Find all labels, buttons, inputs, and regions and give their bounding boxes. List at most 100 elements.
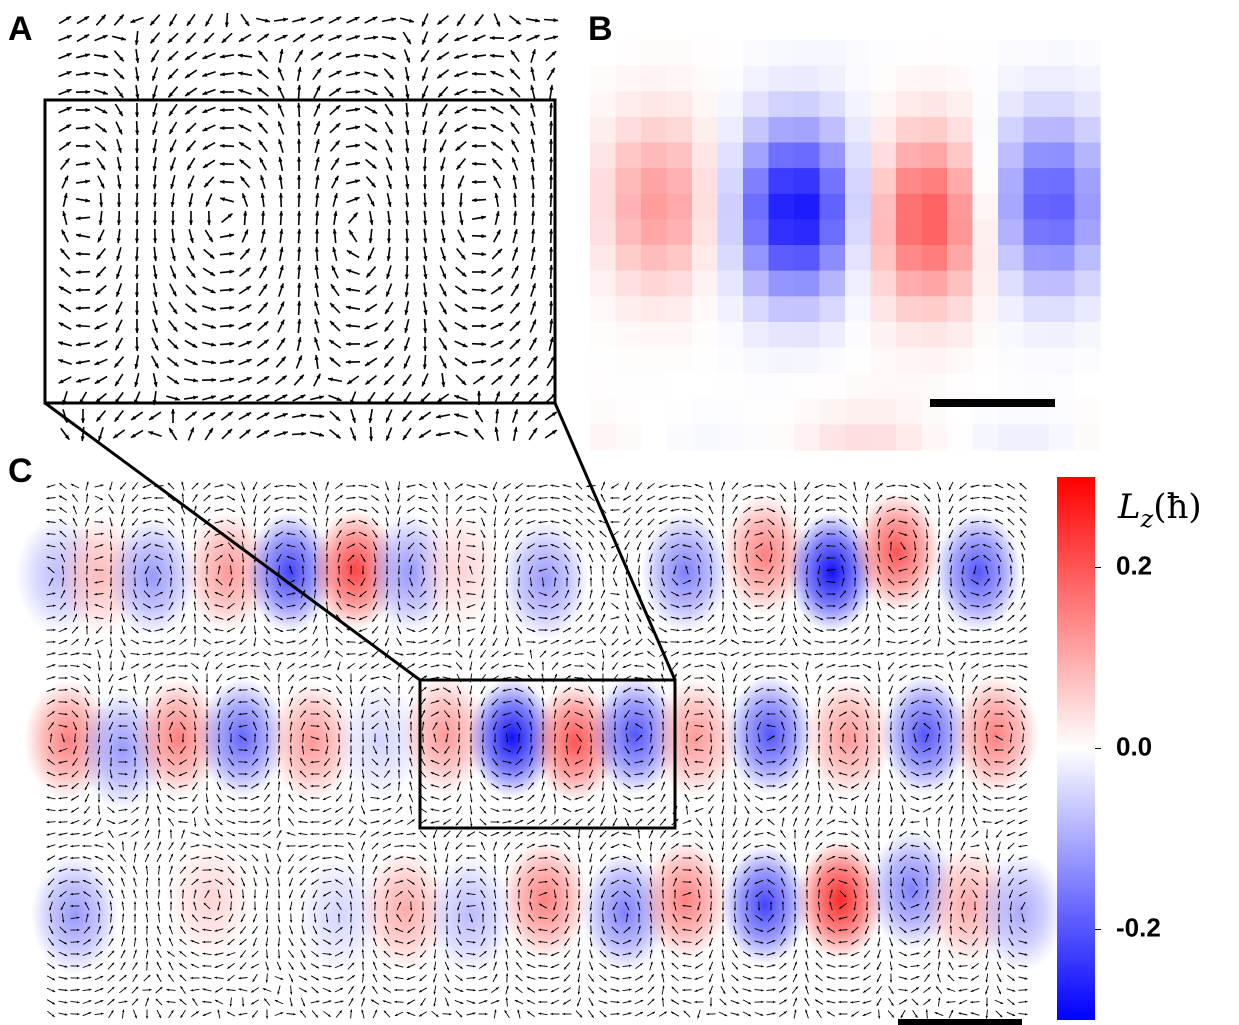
arrow <box>549 337 552 351</box>
heatmap-cell <box>973 271 999 297</box>
arrow <box>153 301 157 315</box>
arrow <box>299 822 308 823</box>
heatmap-cell <box>743 91 769 117</box>
arrow <box>755 642 764 643</box>
arrow <box>159 866 160 875</box>
arrow <box>436 415 450 418</box>
heatmap-cell <box>845 373 871 399</box>
heatmap-cell <box>794 245 820 271</box>
arrow <box>469 638 474 645</box>
arrow <box>388 211 390 225</box>
arrow <box>370 211 372 225</box>
heatmap-cell <box>820 168 846 194</box>
arrow <box>851 989 860 991</box>
heatmap-cell <box>1075 91 1101 117</box>
arrow <box>576 531 582 537</box>
arrow <box>963 686 964 695</box>
heatmap-cell <box>845 245 871 271</box>
arrow <box>371 832 379 836</box>
arrow <box>120 854 125 861</box>
arrow <box>551 652 559 657</box>
arrow <box>506 626 508 635</box>
arrow <box>827 965 836 968</box>
arrow <box>816 831 823 837</box>
arrow <box>61 428 69 439</box>
arrow <box>329 36 342 41</box>
heatmap-cell <box>871 91 897 117</box>
arrow <box>541 806 545 814</box>
arrow <box>579 830 580 839</box>
arrow <box>491 664 499 669</box>
heatmap-cell <box>1024 91 1050 117</box>
arrow <box>587 507 594 512</box>
arrow <box>472 164 486 165</box>
heatmap-cell <box>718 66 744 92</box>
heatmap-cell <box>1049 219 1075 245</box>
arrow <box>347 198 360 203</box>
arrow <box>403 374 411 385</box>
arrow <box>402 411 411 422</box>
arrow <box>114 69 124 79</box>
arrow <box>264 999 270 1006</box>
arrow <box>59 833 68 835</box>
arrow <box>911 965 920 966</box>
arrow <box>315 578 316 587</box>
arrow <box>827 832 835 835</box>
arrow <box>155 653 164 655</box>
arrow <box>911 796 919 800</box>
heatmap-cell <box>1075 348 1101 374</box>
arrow <box>939 818 940 827</box>
arrow <box>155 509 164 510</box>
heatmap-cell <box>820 219 846 245</box>
arrow <box>707 664 715 667</box>
arrow <box>258 88 269 97</box>
arrow <box>420 831 426 838</box>
arrow <box>424 301 427 315</box>
arrow <box>406 193 407 207</box>
arrow <box>222 429 232 439</box>
arrow <box>745 806 749 814</box>
arrow <box>202 72 215 76</box>
arrow <box>648 987 654 994</box>
arrow <box>623 652 631 657</box>
heatmap-cell <box>871 424 897 450</box>
arrow <box>457 806 462 813</box>
arrow <box>781 626 784 634</box>
arrow <box>179 963 186 968</box>
arrow <box>683 977 692 978</box>
arrow <box>899 989 908 990</box>
arrow <box>179 639 186 644</box>
arrow <box>326 482 329 491</box>
arrow <box>564 963 570 970</box>
heatmap-cell <box>1049 348 1075 374</box>
arrow <box>202 343 216 346</box>
arrow <box>265 866 270 874</box>
arrow <box>63 193 66 207</box>
heatmap-cell <box>692 117 718 143</box>
arrow <box>589 830 593 838</box>
arrow <box>911 822 920 823</box>
arrow <box>779 1000 787 1005</box>
arrow <box>336 507 343 513</box>
arrow <box>660 819 666 826</box>
arrow <box>386 140 392 153</box>
arrow <box>239 652 247 655</box>
arrow <box>541 794 544 802</box>
arrow <box>794 614 797 623</box>
arrow <box>635 653 644 655</box>
arrow <box>254 938 257 946</box>
arrow <box>299 676 307 681</box>
arrow <box>1019 990 1028 991</box>
panel-b <box>590 40 1101 451</box>
arrow <box>576 507 583 513</box>
arrow <box>514 211 515 225</box>
arrow <box>806 1010 809 1019</box>
arrow <box>659 485 667 488</box>
arrow <box>360 831 366 838</box>
arrow <box>887 615 894 620</box>
arrow <box>108 987 115 993</box>
arrow <box>257 431 269 438</box>
arrow <box>227 508 235 512</box>
arrow <box>983 498 992 499</box>
arrow <box>589 602 593 610</box>
